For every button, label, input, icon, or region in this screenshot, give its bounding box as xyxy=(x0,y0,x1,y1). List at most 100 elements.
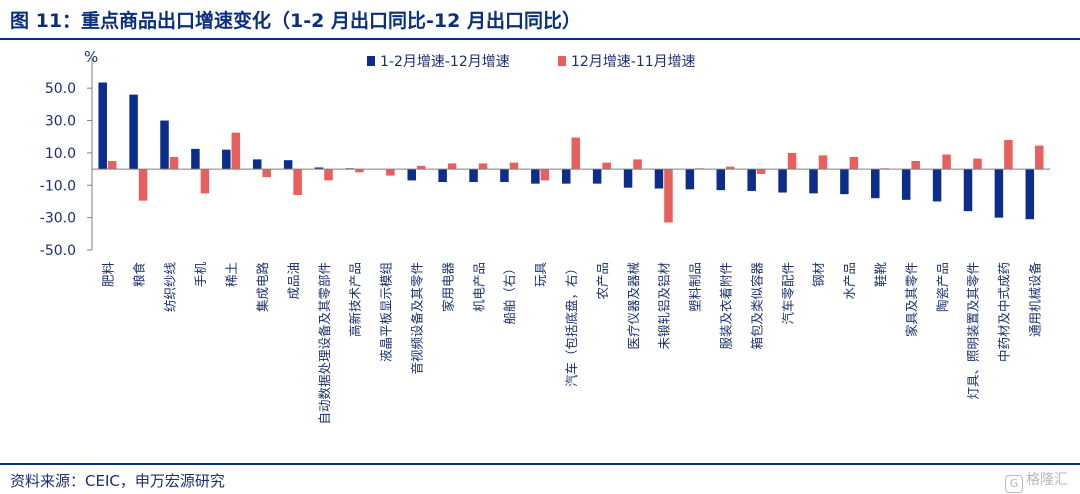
category-label: 手机 xyxy=(193,262,208,288)
y-axis: 50.0 30.0 10.0 -10.0 -30.0 -50.0 xyxy=(40,58,93,259)
category-label: 高新技术产品 xyxy=(348,262,363,337)
category-label: 成品油 xyxy=(286,262,301,300)
category-label: 汽车零配件 xyxy=(780,262,795,325)
category-label: 箱包及类似容器 xyxy=(749,262,764,350)
y-tick-label: -30.0 xyxy=(40,211,76,227)
bar-series-2 xyxy=(633,159,642,170)
category-label: 机电产品 xyxy=(471,262,486,312)
bar-series-1 xyxy=(531,169,540,184)
watermark-logo-icon: G xyxy=(1005,475,1023,493)
bar-series-1 xyxy=(283,160,293,170)
bars-group xyxy=(98,82,1044,223)
bar-series-2 xyxy=(973,158,982,170)
y-axis-unit: % xyxy=(84,48,98,66)
category-label: 肥料 xyxy=(100,262,115,288)
bar-series-2 xyxy=(386,169,395,176)
category-label: 集成电路 xyxy=(255,262,270,313)
y-tick-label: 30.0 xyxy=(45,114,76,130)
legend-swatch-series-2 xyxy=(558,56,566,66)
bar-series-2 xyxy=(540,169,550,181)
bar-series-1 xyxy=(438,169,447,183)
bar-series-2 xyxy=(911,161,920,170)
bar-series-1 xyxy=(747,169,756,191)
category-label: 中药材及中式成药 xyxy=(997,262,1012,362)
bar-series-2 xyxy=(138,169,148,201)
category-label: 钢材 xyxy=(811,262,826,287)
bar-series-1 xyxy=(562,169,571,184)
bar-series-1 xyxy=(716,169,726,191)
bar-series-1 xyxy=(623,169,633,188)
x-axis: 肥料 粮食 纺织纱线 手机 稀土 集成电路 成品油 自动数据处理设备及其零部件 高新技术产品 液晶… xyxy=(92,168,1050,425)
bar-series-1 xyxy=(592,169,602,184)
category-label: 陶瓷产品 xyxy=(935,262,950,312)
bar-series-2 xyxy=(818,155,828,170)
bar-series-1 xyxy=(778,169,787,193)
bar-series-2 xyxy=(664,169,673,223)
bar-series-1 xyxy=(871,169,880,199)
bar-series-2 xyxy=(787,152,797,170)
category-label: 农产品 xyxy=(595,262,610,300)
bar-series-2 xyxy=(756,169,766,174)
category-label: 医疗仪器及器械 xyxy=(626,262,641,350)
bar-series-1 xyxy=(469,169,478,183)
y-tick-label: 50.0 xyxy=(45,81,76,97)
bar-series-2 xyxy=(324,169,333,181)
bar-series-1 xyxy=(840,169,849,195)
category-label: 灯具、照明装置及其零件 xyxy=(966,262,981,400)
bar-series-1 xyxy=(222,149,231,170)
footer-divider xyxy=(0,463,1080,465)
bar-series-2 xyxy=(416,165,426,170)
legend-swatch-series-1 xyxy=(367,56,375,66)
legend-label-series-2: 12月增速-11月增速 xyxy=(571,54,696,70)
bar-series-2 xyxy=(447,163,457,170)
bar-series-2 xyxy=(571,137,580,170)
category-label: 液晶平板显示模组 xyxy=(379,262,394,362)
figure-header: 图 11：重点商品出口增速变化（1-2 月出口同比-12 月出口同比） xyxy=(0,0,1080,40)
bar-series-1 xyxy=(500,169,509,183)
category-label: 通用机械设备 xyxy=(1028,262,1043,338)
category-label: 服装及衣着附件 xyxy=(719,262,734,350)
bar-series-1 xyxy=(994,169,1004,218)
category-label: 塑料制品 xyxy=(688,262,703,312)
bar-series-1 xyxy=(252,159,262,170)
source-note: 资料来源：CEIC，申万宏源研究 xyxy=(10,472,225,490)
bar-series-2 xyxy=(293,169,302,195)
category-label: 稀土 xyxy=(224,262,239,287)
bar-series-2 xyxy=(1004,139,1013,170)
bar-series-1 xyxy=(191,148,200,170)
bar-series-1 xyxy=(932,169,942,202)
bar-series-2 xyxy=(726,166,735,170)
category-label: 音视频设备及其零件 xyxy=(409,262,424,375)
bar-series-1 xyxy=(685,169,695,190)
bar-series-1 xyxy=(1025,169,1035,220)
y-tick-label: 10.0 xyxy=(45,146,76,162)
figure-title: 图 11：重点商品出口增速变化（1-2 月出口同比-12 月出口同比） xyxy=(10,10,581,32)
bar-series-2 xyxy=(200,169,210,194)
category-label: 水产品 xyxy=(842,262,857,300)
bar-series-2 xyxy=(942,154,951,170)
category-label: 自动数据处理设备及其零部件 xyxy=(317,262,332,425)
bar-series-2 xyxy=(262,169,271,178)
category-label: 粮食 xyxy=(131,262,146,288)
watermark: G 格隆汇 xyxy=(1005,469,1068,493)
bar-series-2 xyxy=(602,162,611,170)
category-label: 纺织纱线 xyxy=(162,262,177,313)
bar-series-1 xyxy=(407,169,416,181)
watermark-text: 格隆汇 xyxy=(1026,472,1068,488)
legend-label-series-1: 1-2月增速-12月增速 xyxy=(380,54,510,70)
bar-series-1 xyxy=(654,169,664,189)
bar-series-1 xyxy=(129,94,138,170)
bar-series-1 xyxy=(160,120,169,170)
chart-legend: 1-2月增速-12月增速 12月增速-11月增速 xyxy=(367,54,696,70)
bar-series-2 xyxy=(478,163,488,170)
bar-series-2 xyxy=(509,162,519,170)
y-tick-label: -50.0 xyxy=(40,243,76,259)
category-label: 家具及其零件 xyxy=(904,262,919,337)
category-label: 汽车（包括底盘，右） xyxy=(564,262,579,387)
category-label: 船舶（右） xyxy=(502,262,517,325)
bar-series-2 xyxy=(169,156,179,170)
bar-series-1 xyxy=(809,169,818,194)
category-label: 家用电器 xyxy=(440,262,455,313)
y-tick-label: -10.0 xyxy=(40,178,76,194)
bar-series-2 xyxy=(355,169,364,173)
